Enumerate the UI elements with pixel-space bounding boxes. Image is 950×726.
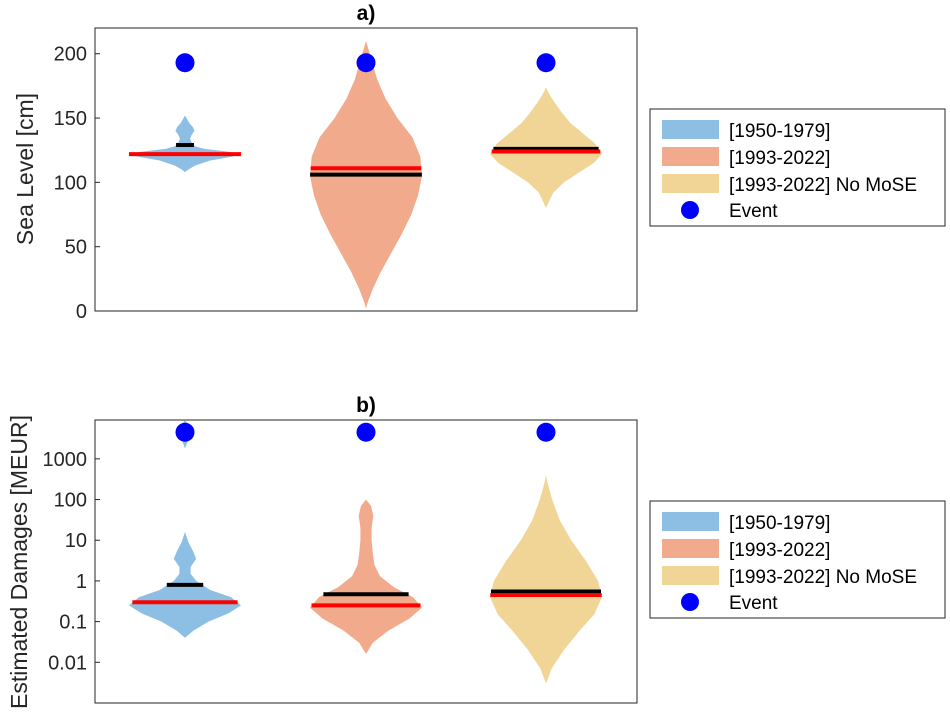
panel-b-ytick-label: 100 — [54, 490, 87, 512]
legend-b-label-event: Event — [729, 593, 778, 614]
legend-a-label-nomose: [1993-2022] No MoSE — [729, 175, 917, 196]
legend-a: [1950-1979] [1993-2022] [1993-2022] No M… — [649, 108, 946, 227]
panel-b-violins — [129, 420, 602, 684]
panel-b-ytick-label: 1000 — [43, 449, 88, 471]
panel-a: 0 50 100 150 200 a) Sea Level [cm] — [12, 2, 638, 323]
panel-a-ytick-label: 200 — [54, 44, 87, 66]
panel-a-ytick-label: 150 — [54, 108, 87, 130]
legend-b-label-1993: [1993-2022] — [729, 540, 830, 561]
panel-b-event-point-1950 — [175, 422, 195, 442]
panel-b-ytick-label: 10 — [65, 530, 87, 552]
legend-a-label-1950: [1950-1979] — [729, 121, 830, 142]
legend-a-event-marker — [681, 201, 699, 219]
panel-b-violin-nomose — [490, 475, 602, 684]
panel-b-ytick-label: 0.1 — [59, 612, 87, 634]
panel-a-title: a) — [357, 2, 376, 25]
panel-a-ytick-label: 50 — [65, 237, 87, 259]
legend-a-swatch-nomose — [662, 174, 719, 193]
panel-a-y-ticks: 0 50 100 150 200 — [54, 44, 100, 323]
legend-b-swatch-nomose — [662, 566, 719, 585]
panel-b-violin-1993 — [310, 499, 422, 654]
panel-a-event-point-1993 — [356, 53, 376, 73]
panel-a-ytick-label: 0 — [76, 301, 87, 323]
panel-a-event-point-nomose — [536, 53, 556, 73]
legend-a-label-1993: [1993-2022] — [729, 148, 830, 169]
legend-a-swatch-1950 — [662, 120, 719, 139]
legend-b-swatch-1993 — [662, 539, 719, 558]
legend-b-label-1950: [1950-1979] — [729, 513, 830, 534]
panel-b-title: b) — [356, 394, 376, 417]
panel-a-violins — [129, 40, 602, 309]
panel-b-ytick-label: 1 — [76, 571, 87, 593]
panel-b: 0.01 0.1 1 10 100 1000 b) Estimated Damages [… — [6, 394, 638, 709]
legend-b-label-nomose: [1993-2022] No MoSE — [729, 567, 917, 588]
legend-b: [1950-1979] [1993-2022] [1993-2022] No M… — [649, 500, 946, 619]
legend-a-label-event: Event — [729, 201, 778, 222]
panel-b-ytick-label: 0.01 — [48, 652, 87, 674]
legend-a-swatch-1993 — [662, 147, 719, 166]
panel-a-ytick-label: 100 — [54, 172, 87, 194]
panel-a-event-point-1950 — [175, 53, 195, 73]
legend-b-event-marker — [681, 593, 699, 611]
panel-b-y-ticks: 0.01 0.1 1 10 100 1000 — [43, 449, 100, 674]
panel-a-ylabel: Sea Level [cm] — [12, 93, 38, 245]
panel-b-event-point-nomose — [536, 422, 556, 442]
legend-b-swatch-1950 — [662, 512, 719, 531]
panel-b-event-point-1993 — [356, 422, 376, 442]
panel-b-ylabel: Estimated Damages [MEUR] — [6, 415, 32, 709]
